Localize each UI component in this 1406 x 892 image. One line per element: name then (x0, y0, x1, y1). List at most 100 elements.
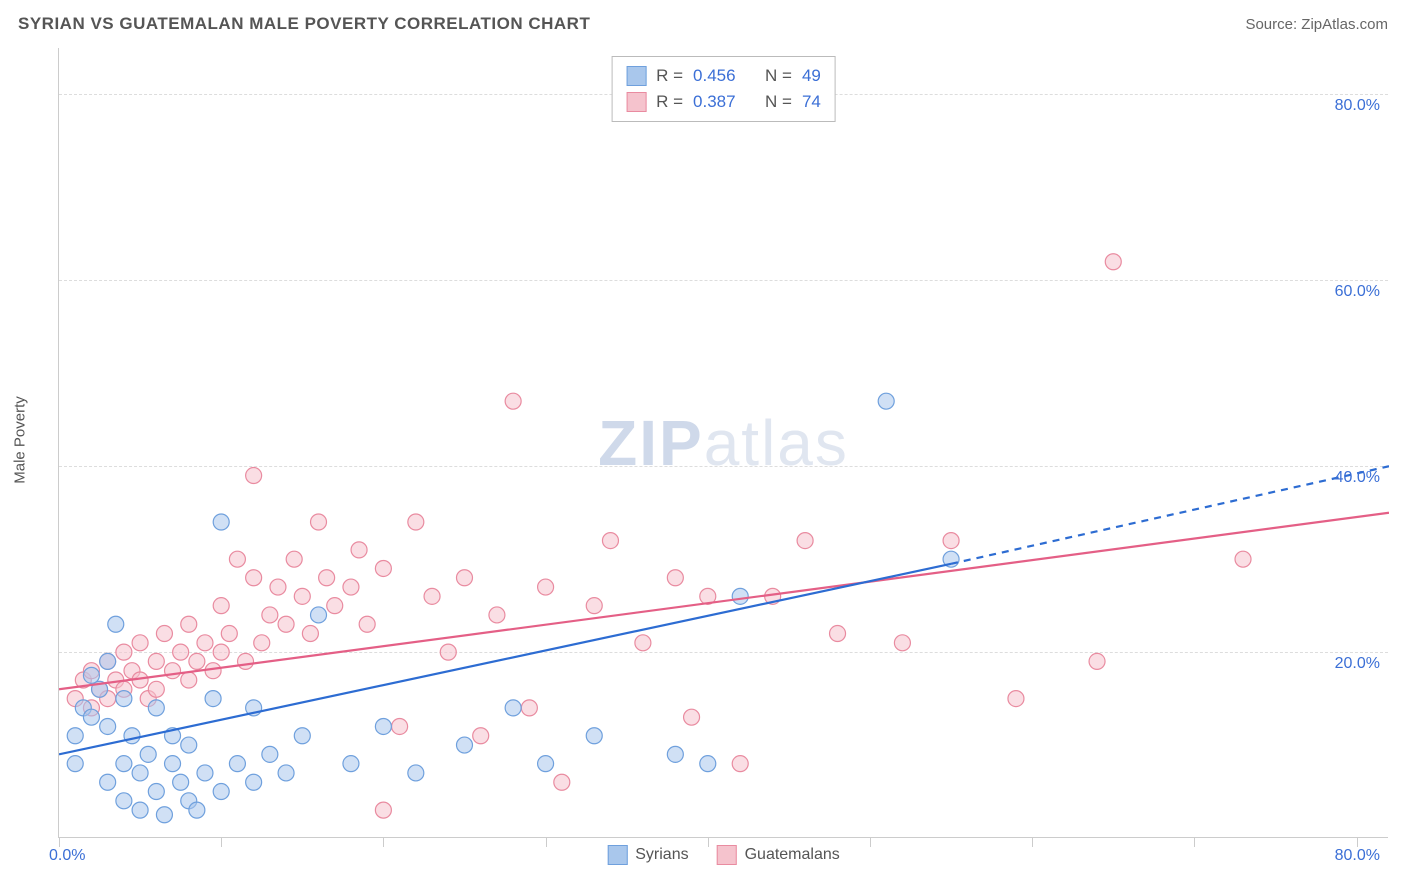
data-point (67, 728, 83, 744)
data-point (165, 663, 181, 679)
regression-line (951, 466, 1389, 564)
x-tick (870, 837, 871, 847)
data-point (132, 765, 148, 781)
data-point (319, 570, 335, 586)
data-point (83, 709, 99, 725)
data-point (116, 756, 132, 772)
data-point (732, 756, 748, 772)
data-point (286, 551, 302, 567)
x-tick (546, 837, 547, 847)
data-point (173, 644, 189, 660)
data-point (327, 598, 343, 614)
data-point (116, 691, 132, 707)
data-point (830, 626, 846, 642)
legend-item: Guatemalans (717, 845, 840, 865)
x-max-label: 80.0% (1335, 847, 1380, 865)
data-point (100, 774, 116, 790)
x-tick (1357, 837, 1358, 847)
data-point (294, 728, 310, 744)
legend-label: Guatemalans (745, 846, 840, 864)
data-point (375, 718, 391, 734)
data-point (229, 551, 245, 567)
data-point (254, 635, 270, 651)
data-point (148, 681, 164, 697)
legend-swatch (717, 845, 737, 865)
data-point (205, 691, 221, 707)
data-point (189, 653, 205, 669)
data-point (262, 607, 278, 623)
data-point (278, 765, 294, 781)
data-point (246, 570, 262, 586)
legend-swatch (626, 66, 646, 86)
data-point (148, 653, 164, 669)
data-point (343, 756, 359, 772)
x-tick (59, 837, 60, 847)
data-point (148, 700, 164, 716)
data-point (302, 626, 318, 642)
data-point (732, 588, 748, 604)
data-point (667, 570, 683, 586)
y-axis-label: Male Poverty (12, 396, 29, 484)
data-point (197, 635, 213, 651)
chart-area: ZIPatlas R = 0.456 N = 49 R = 0.387 N = … (58, 48, 1388, 838)
data-point (67, 756, 83, 772)
data-point (100, 718, 116, 734)
x-tick (1194, 837, 1195, 847)
data-point (156, 807, 172, 823)
stats-legend-box: R = 0.456 N = 49 R = 0.387 N = 74 (611, 56, 836, 122)
data-point (311, 514, 327, 530)
data-point (213, 514, 229, 530)
data-point (489, 607, 505, 623)
stats-row: R = 0.456 N = 49 (626, 63, 821, 89)
legend-swatch (607, 845, 627, 865)
data-point (262, 746, 278, 762)
data-point (197, 765, 213, 781)
data-point (238, 653, 254, 669)
x-tick (1032, 837, 1033, 847)
regression-line (59, 513, 1389, 690)
legend-label: Syrians (635, 846, 688, 864)
data-point (189, 802, 205, 818)
x-min-label: 0.0% (49, 847, 85, 865)
data-point (408, 765, 424, 781)
data-point (124, 728, 140, 744)
data-point (148, 784, 164, 800)
data-point (586, 598, 602, 614)
data-point (635, 635, 651, 651)
y-tick-label: 80.0% (1335, 97, 1380, 115)
data-point (132, 802, 148, 818)
data-point (165, 756, 181, 772)
data-point (156, 626, 172, 642)
data-point (440, 644, 456, 660)
x-tick (221, 837, 222, 847)
data-point (473, 728, 489, 744)
data-point (1089, 653, 1105, 669)
data-point (797, 533, 813, 549)
scatter-plot (59, 48, 1389, 838)
data-point (521, 700, 537, 716)
data-point (246, 774, 262, 790)
data-point (456, 570, 472, 586)
data-point (424, 588, 440, 604)
data-point (554, 774, 570, 790)
data-point (270, 579, 286, 595)
data-point (100, 653, 116, 669)
y-tick-label: 40.0% (1335, 469, 1380, 487)
x-tick (383, 837, 384, 847)
data-point (213, 598, 229, 614)
y-tick-label: 60.0% (1335, 283, 1380, 301)
data-point (213, 784, 229, 800)
data-point (181, 737, 197, 753)
data-point (351, 542, 367, 558)
data-point (181, 672, 197, 688)
data-point (343, 579, 359, 595)
data-point (1105, 254, 1121, 270)
data-point (667, 746, 683, 762)
data-point (392, 718, 408, 734)
bottom-legend: Syrians Guatemalans (607, 845, 840, 865)
data-point (700, 756, 716, 772)
data-point (586, 728, 602, 744)
data-point (221, 626, 237, 642)
legend-item: Syrians (607, 845, 688, 865)
legend-swatch (626, 92, 646, 112)
